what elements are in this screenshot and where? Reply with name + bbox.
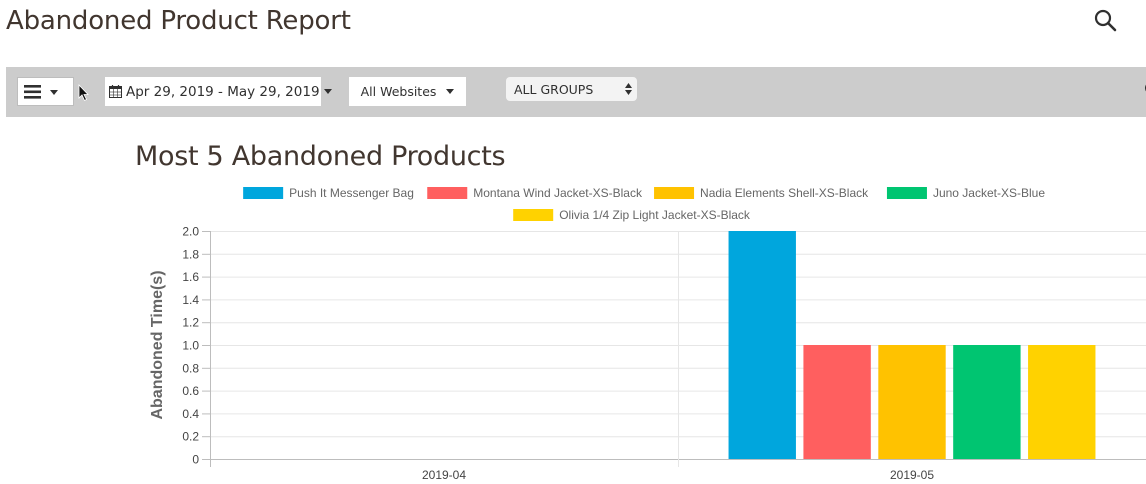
- bar: [953, 345, 1021, 459]
- search-icon: [1094, 9, 1117, 32]
- customer-group-label: ALL GROUPS: [514, 81, 594, 97]
- legend-swatch: [243, 187, 284, 199]
- legend-label: Nadia Elements Shell-XS-Black: [700, 186, 869, 200]
- chart-title: Most 5 Abandoned Products: [135, 141, 506, 172]
- x-tick-label: 2019-04: [422, 468, 466, 482]
- hamburger-icon: [24, 85, 58, 99]
- y-tick-label: 1.6: [182, 270, 199, 284]
- y-tick-label: 0.8: [182, 361, 199, 375]
- mouse-cursor-icon: [78, 84, 89, 102]
- bar: [878, 345, 946, 459]
- legend-swatch: [654, 187, 695, 199]
- y-tick-label: 1.8: [182, 247, 199, 261]
- menu-dropdown-button[interactable]: [17, 77, 74, 106]
- y-tick-label: 2.0: [182, 225, 199, 239]
- y-tick-label: 0.4: [182, 407, 199, 421]
- legend-label: Juno Jacket-XS-Blue: [933, 186, 1045, 200]
- y-tick-label: 1.4: [182, 293, 199, 307]
- y-tick-label: 0.2: [182, 430, 199, 444]
- date-range-label: Apr 29, 2019 - May 29, 2019: [126, 83, 320, 100]
- website-label: All Websites: [360, 84, 437, 99]
- x-tick-label: 2019-05: [890, 468, 934, 482]
- date-range-picker[interactable]: Apr 29, 2019 - May 29, 2019: [105, 77, 332, 106]
- page-title: Abandoned Product Report: [6, 6, 351, 36]
- y-tick-label: 0: [192, 453, 199, 467]
- search-button[interactable]: [1093, 8, 1119, 34]
- legend-label: Olivia 1/4 Zip Light Jacket-XS-Black: [559, 208, 751, 222]
- y-tick-label: 0.6: [182, 384, 199, 398]
- select-updown-icon: [625, 83, 632, 95]
- legend-label: Montana Wind Jacket-XS-Black: [473, 186, 643, 200]
- y-axis-title: Abandoned Time(s): [149, 270, 166, 419]
- website-dropdown[interactable]: All Websites: [349, 77, 466, 106]
- legend-swatch: [513, 209, 554, 221]
- customer-group-select[interactable]: ALL GROUPS: [506, 77, 637, 101]
- chevron-down-icon: [323, 89, 332, 94]
- calendar-icon: [109, 85, 122, 98]
- chevron-down-icon: [446, 89, 455, 94]
- bar: [728, 231, 796, 459]
- legend-swatch: [886, 187, 927, 199]
- legend-label: Push It Messenger Bag: [289, 186, 414, 200]
- y-tick-label: 1.0: [182, 339, 199, 353]
- bar: [803, 345, 871, 459]
- toolbar: Apr 29, 2019 - May 29, 2019 All Websites…: [6, 67, 1146, 117]
- legend-swatch: [427, 187, 468, 199]
- bar: [1028, 345, 1096, 459]
- y-tick-label: 1.2: [182, 316, 199, 330]
